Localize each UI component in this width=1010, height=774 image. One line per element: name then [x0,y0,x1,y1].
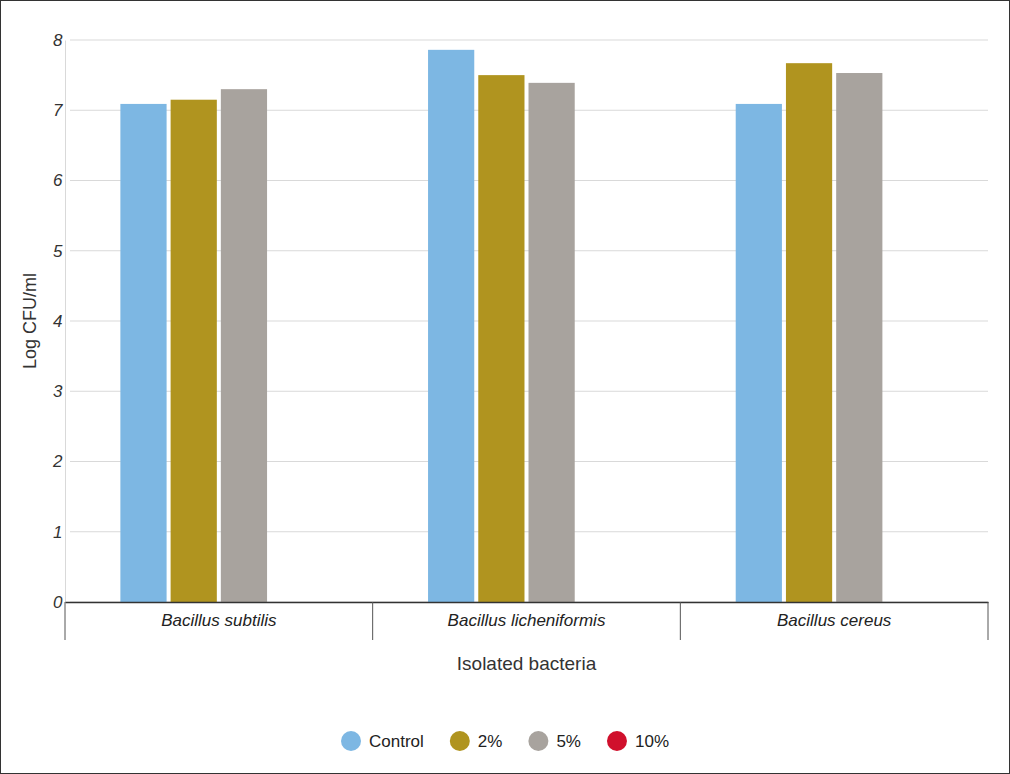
y-tick-label: 5 [53,242,63,261]
legend-swatch [450,731,470,751]
y-tick-label: 8 [53,31,63,50]
y-tick: 4 [53,312,65,331]
bars [120,50,882,602]
legend-item: 10% [607,731,669,751]
legend-label: Control [369,732,424,751]
x-tick-label: Bacillus subtilis [161,611,277,630]
y-tick: 7 [53,101,65,120]
legend: Control 2% 5% 10% [341,731,669,751]
y-tick: 6 [53,171,65,190]
y-axis-title: Log CFU/ml [20,273,40,369]
frame [1,1,1010,774]
category-separator [372,602,373,640]
x-tick-label: Bacillus cereus [777,611,892,630]
y-axis-line [65,41,66,603]
bar [478,75,524,602]
y-tick: 2 [52,452,65,471]
y-tick: 0 [53,593,65,612]
x-axis-line [66,602,989,604]
grid-line [70,40,988,41]
y-axis: 0 1 2 3 4 5 6 7 8 [52,31,66,612]
legend-item: 2% [450,731,503,751]
bar [171,100,217,602]
category-separator [680,602,681,640]
chart: 0 1 2 3 4 5 6 7 8 Bacillus subtilis Bacillus liche… [0,0,1010,774]
x-axis: Bacillus subtilis Bacillus licheniformis B… [66,602,989,630]
x-axis-title: Isolated bacteria [457,653,597,674]
y-tick: 8 [53,31,65,50]
bar [736,104,782,602]
x-tick: Bacillus licheniformis [448,602,606,630]
bar [786,63,832,602]
bar [221,89,267,602]
x-tick-label: Bacillus licheniformis [448,611,606,630]
bar [836,73,882,602]
x-tick: Bacillus subtilis [161,602,277,630]
legend-item: 5% [528,731,581,751]
y-tick-label: 2 [52,452,63,471]
bar [428,50,474,602]
y-tick: 5 [53,242,65,261]
legend-label: 10% [635,732,669,751]
legend-swatch [607,731,627,751]
y-tick-label: 7 [53,101,63,120]
y-tick-label: 1 [53,523,62,542]
category-separator [988,602,989,640]
legend-label: 2% [478,732,503,751]
y-tick-label: 0 [53,593,63,612]
x-tick: Bacillus cereus [777,602,892,630]
bar [529,83,575,602]
legend-item: Control [341,731,424,751]
legend-swatch [528,731,548,751]
y-tick: 1 [53,523,65,542]
legend-label: 5% [556,732,581,751]
legend-swatch [341,731,361,751]
bar [120,104,166,602]
grid [70,40,988,602]
category-separator [65,602,66,640]
y-tick-label: 6 [53,171,63,190]
y-tick-label: 4 [53,312,62,331]
y-tick-label: 3 [53,382,63,401]
y-tick: 3 [53,382,65,401]
